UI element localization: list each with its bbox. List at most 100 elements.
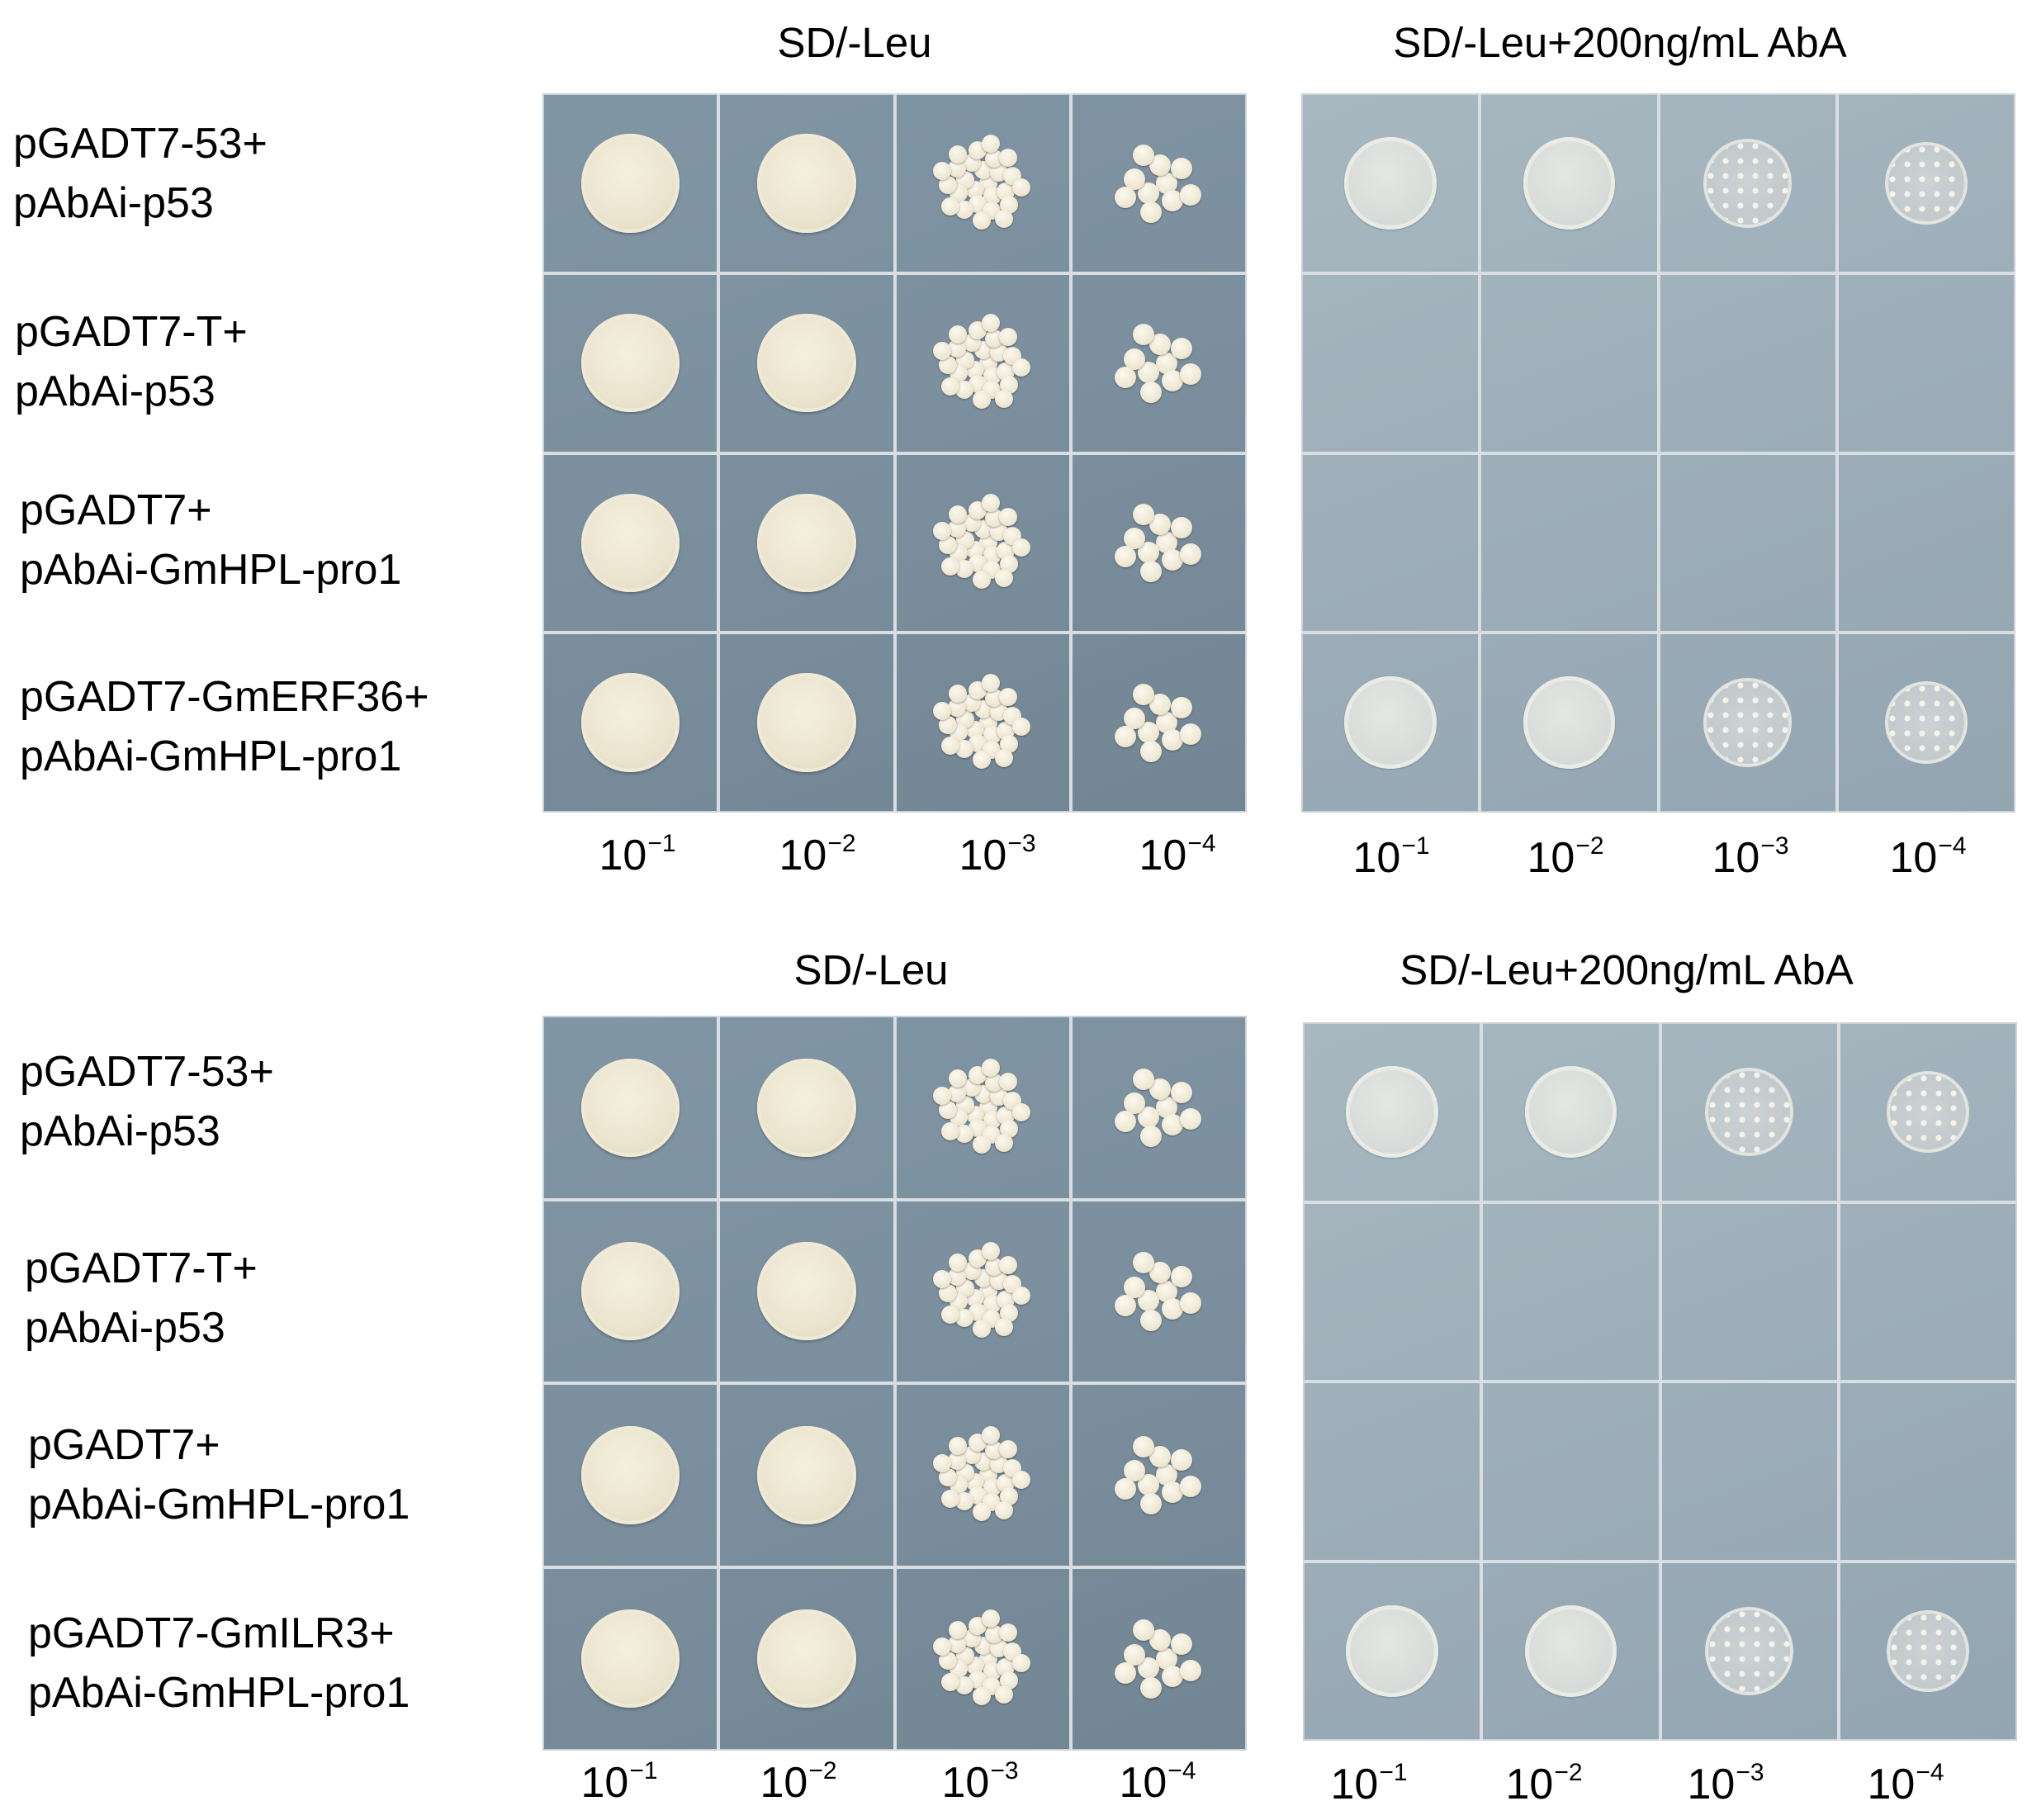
yeast-spot (757, 1242, 856, 1341)
yeast-colony (1123, 708, 1145, 729)
yeast-colony (941, 1489, 960, 1508)
yeast-colony (948, 1437, 967, 1456)
yeast-colony (1133, 1252, 1155, 1274)
yeast-colony (1011, 1654, 1030, 1673)
yeast-colony (955, 1492, 974, 1511)
grid-line (1301, 631, 2015, 635)
yeast-colony (1140, 1126, 1163, 1148)
yeast-spot (1523, 137, 1616, 230)
yeast-colony (1171, 1633, 1193, 1655)
yeast-colony (984, 509, 1003, 528)
yeast-colony (1000, 1671, 1019, 1690)
grid-line (542, 451, 1247, 455)
yeast-colony (1171, 1265, 1193, 1287)
yeast-colony (984, 689, 1003, 708)
panel1-right-dilution-3: 10−3 (1712, 832, 1789, 882)
panel2-row3-label: pGADT7+ pAbAi-GmHPL-pro1 (28, 1415, 410, 1534)
yeast-colony (1115, 1478, 1137, 1500)
yeast-colony (1115, 1111, 1137, 1133)
yeast-colony (1180, 1108, 1202, 1130)
panel1-left-plate (542, 93, 1247, 813)
panel2-right-dilution-2: 10−2 (1505, 1759, 1583, 1808)
yeast-colony (932, 701, 951, 720)
yeast-colony (981, 494, 1000, 513)
yeast-colony (932, 1453, 951, 1472)
yeast-colony (972, 211, 991, 230)
grid-line (542, 631, 1247, 635)
panel1-right-dilution-4: 10−4 (1889, 832, 1967, 882)
yeast-colony (932, 1638, 951, 1656)
panel2-left-dilution-1: 10−1 (580, 1757, 658, 1807)
yeast-spot (1885, 142, 1968, 225)
label-line: pAbAi-p53 (13, 179, 214, 227)
yeast-colony (995, 1685, 1014, 1704)
yeast-colony (972, 1686, 991, 1705)
panel1-row2-label: pGADT7-T+ pAbAi-p53 (15, 302, 248, 421)
yeast-colony (1123, 528, 1145, 550)
grid-line (1068, 1016, 1073, 1751)
panel2-right-dilution-1: 10−1 (1330, 1759, 1408, 1808)
yeast-colony (972, 571, 991, 590)
yeast-colony (938, 1284, 957, 1303)
grid-line (1835, 93, 1839, 813)
panel2-left-dilution-2: 10−2 (760, 1757, 837, 1807)
yeast-colony (1123, 1643, 1145, 1666)
yeast-colony (984, 1074, 1003, 1092)
yeast-colony (1011, 718, 1030, 737)
yeast-colony (1133, 144, 1155, 166)
yeast-colony (1133, 504, 1155, 526)
yeast-colony (1133, 1619, 1155, 1642)
yeast-colony (998, 1623, 1017, 1642)
label-line: pGADT7-T+ (25, 1244, 258, 1292)
grid-line (1303, 1380, 2017, 1383)
yeast-colony (941, 737, 960, 756)
yeast-colony (1180, 1659, 1202, 1681)
yeast-colony (1171, 517, 1193, 539)
yeast-colony (955, 1125, 974, 1144)
yeast-colony (995, 569, 1014, 588)
yeast-colony (1011, 1102, 1030, 1121)
yeast-colony (1180, 183, 1202, 206)
yeast-colony (1011, 1470, 1030, 1489)
yeast-colony (1123, 168, 1145, 190)
grid-line (1303, 1559, 2017, 1563)
panel1-right-dilution-2: 10−2 (1527, 832, 1604, 882)
yeast-colony (1171, 337, 1193, 359)
yeast-colony (1000, 195, 1019, 214)
yeast-spot (580, 1058, 680, 1157)
yeast-colony (1011, 358, 1030, 377)
panel2-right-title: SD/-Leu+200ng/mL AbA (1399, 946, 1854, 993)
yeast-colony (1000, 375, 1019, 394)
label-line: pAbAi-GmHPL-pro1 (20, 732, 402, 780)
yeast-colony (1180, 1476, 1202, 1498)
yeast-spot (1344, 137, 1437, 230)
yeast-spot (1703, 678, 1793, 767)
yeast-colony (938, 356, 957, 375)
yeast-colony (1133, 1068, 1155, 1090)
yeast-spot (757, 1425, 856, 1524)
yeast-colony (1161, 189, 1183, 211)
yeast-colony (1133, 683, 1155, 705)
panel2-right-dilution-4: 10−4 (1867, 1759, 1944, 1808)
yeast-spot (1523, 676, 1616, 769)
yeast-colony (955, 380, 974, 399)
yeast-colony (981, 1058, 1000, 1077)
yeast-colony (938, 535, 957, 554)
label-line: pAbAi-GmHPL-pro1 (28, 1669, 410, 1717)
label-line: pAbAi-p53 (25, 1304, 225, 1352)
panel2-left-plate (542, 1016, 1247, 1751)
yeast-colony (998, 508, 1017, 526)
yeast-colony (941, 1673, 960, 1692)
yeast-colony (1123, 1460, 1145, 1482)
yeast-colony (1140, 1493, 1163, 1515)
panel1-row1-label: pGADT7-53+ pAbAi-p53 (13, 114, 268, 233)
yeast-spot (757, 134, 856, 233)
yeast-spot (757, 493, 856, 593)
yeast-colony (995, 1134, 1014, 1153)
yeast-colony (1123, 1276, 1145, 1298)
yeast-spot (1524, 1066, 1617, 1159)
yeast-colony (938, 1652, 957, 1671)
yeast-colony (995, 1501, 1014, 1520)
yeast-colony (1000, 735, 1019, 754)
panel1-left-dilution-1: 10−1 (599, 830, 676, 879)
